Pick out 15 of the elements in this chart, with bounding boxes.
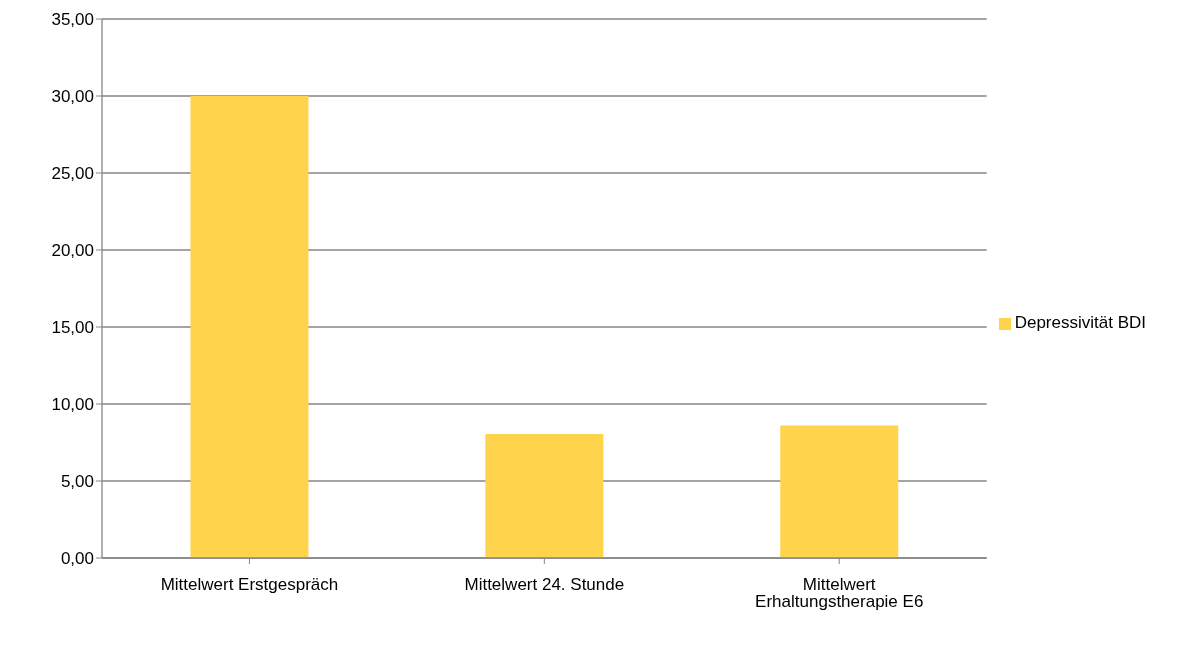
x-tick-label: Mittelwert Erstgespräch [160, 575, 339, 595]
y-tick-label: 25,00 [51, 164, 94, 184]
y-tick-label: 30,00 [51, 87, 94, 107]
y-tick-label: 35,00 [51, 10, 94, 30]
y-tick-label: 10,00 [51, 395, 94, 415]
bar [780, 425, 899, 558]
x-tick-label: Mittelwert Erhaltungstherapie E6 [755, 575, 924, 612]
x-tick-label: Mittelwert 24. Stunde [464, 575, 625, 595]
y-tick-label: 15,00 [51, 318, 94, 338]
y-tick-label: 20,00 [51, 241, 94, 261]
bar [485, 434, 604, 558]
bar [190, 96, 309, 558]
y-tick-label: 0,00 [60, 549, 94, 569]
legend-label: Depressivität BDI [1014, 313, 1146, 332]
y-tick-label: 5,00 [60, 472, 94, 492]
